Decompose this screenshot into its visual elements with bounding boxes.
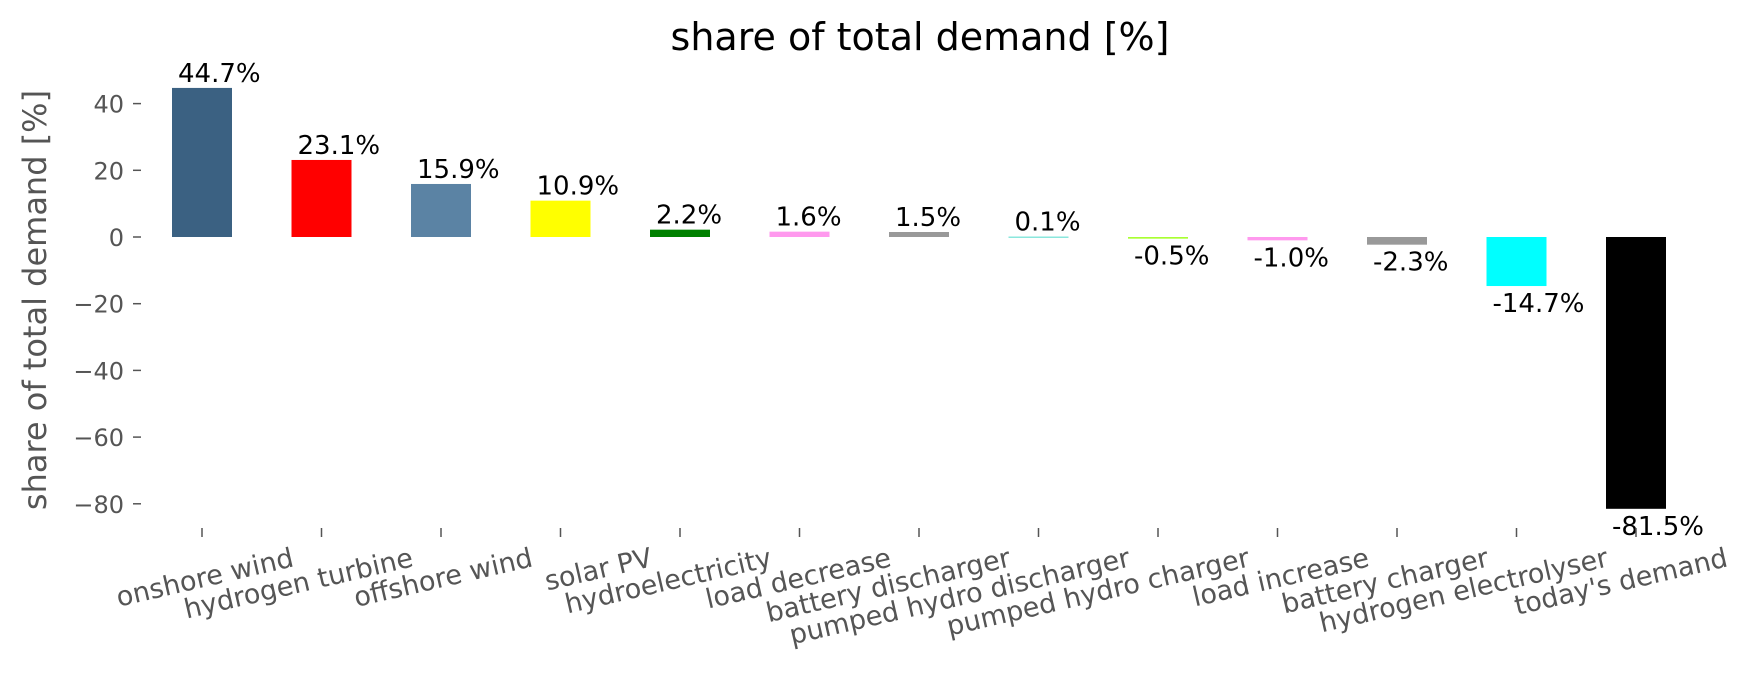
bar-2 <box>411 183 471 237</box>
y-axis-label: share of total demand [%] <box>16 90 54 510</box>
data-label-7: 0.1% <box>1015 208 1081 238</box>
y-tick-label: −60 <box>73 424 124 452</box>
bar-11 <box>1486 237 1547 287</box>
y-tick-label: −20 <box>73 291 124 319</box>
data-label-4: 2.2% <box>656 201 722 231</box>
data-label-11: -14.7% <box>1493 289 1585 319</box>
y-tick-label: −40 <box>73 357 124 385</box>
data-label-10: -2.3% <box>1373 248 1448 278</box>
bar-6 <box>889 231 949 237</box>
bar-10 <box>1367 237 1427 245</box>
y-tick-label: 0 <box>109 224 124 252</box>
data-label-12: -81.5% <box>1612 512 1704 542</box>
y-tick-label: 20 <box>93 157 124 185</box>
data-label-5: 1.6% <box>776 203 842 233</box>
data-label-3: 10.9% <box>537 172 620 202</box>
data-label-9: -1.0% <box>1254 243 1329 273</box>
y-axis: 40 20 0 −20 −40 −60 −80 <box>73 91 141 519</box>
data-labels-group: 44.7% 23.1% 15.9% 10.9% 2.2% 1.6% 1.5% 0.1% -0.5… <box>178 59 1704 542</box>
bar-5 <box>769 231 830 237</box>
bar-9 <box>1247 237 1308 241</box>
bar-8 <box>1128 237 1188 239</box>
bar-4 <box>650 229 710 237</box>
bar-3 <box>530 200 591 237</box>
data-label-1: 23.1% <box>298 131 381 161</box>
bars-group <box>172 87 1666 509</box>
bar-1 <box>291 159 352 237</box>
bar-12 <box>1606 237 1666 509</box>
data-label-0: 44.7% <box>178 59 261 89</box>
bar-0 <box>172 87 232 237</box>
data-label-2: 15.9% <box>417 155 500 185</box>
data-label-6: 1.5% <box>895 203 961 233</box>
chart-title: share of total demand [%] <box>671 15 1170 59</box>
data-label-8: -0.5% <box>1134 242 1209 272</box>
bar-7 <box>1008 236 1069 238</box>
y-tick-label: 40 <box>93 91 124 119</box>
y-tick-label: −80 <box>73 491 124 519</box>
